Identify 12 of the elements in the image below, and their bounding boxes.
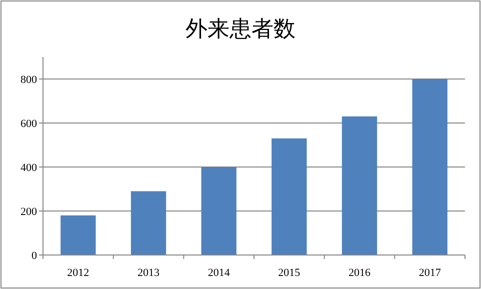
y-tick-label: 600 xyxy=(20,118,38,130)
x-tick-label: 2017 xyxy=(418,267,442,279)
y-tick-label: 0 xyxy=(32,250,38,262)
chart-title: 外来患者数 xyxy=(186,16,296,41)
x-tick-label: 2013 xyxy=(138,267,160,279)
x-tick-label: 2012 xyxy=(67,267,90,279)
y-tick-label: 200 xyxy=(20,206,38,218)
y-tick-label: 400 xyxy=(20,162,38,174)
x-tick-label: 2016 xyxy=(348,267,371,279)
x-tick-label: 2014 xyxy=(208,267,230,279)
x-tick-label: 2015 xyxy=(278,267,301,279)
y-tick-label: 800 xyxy=(20,74,38,86)
